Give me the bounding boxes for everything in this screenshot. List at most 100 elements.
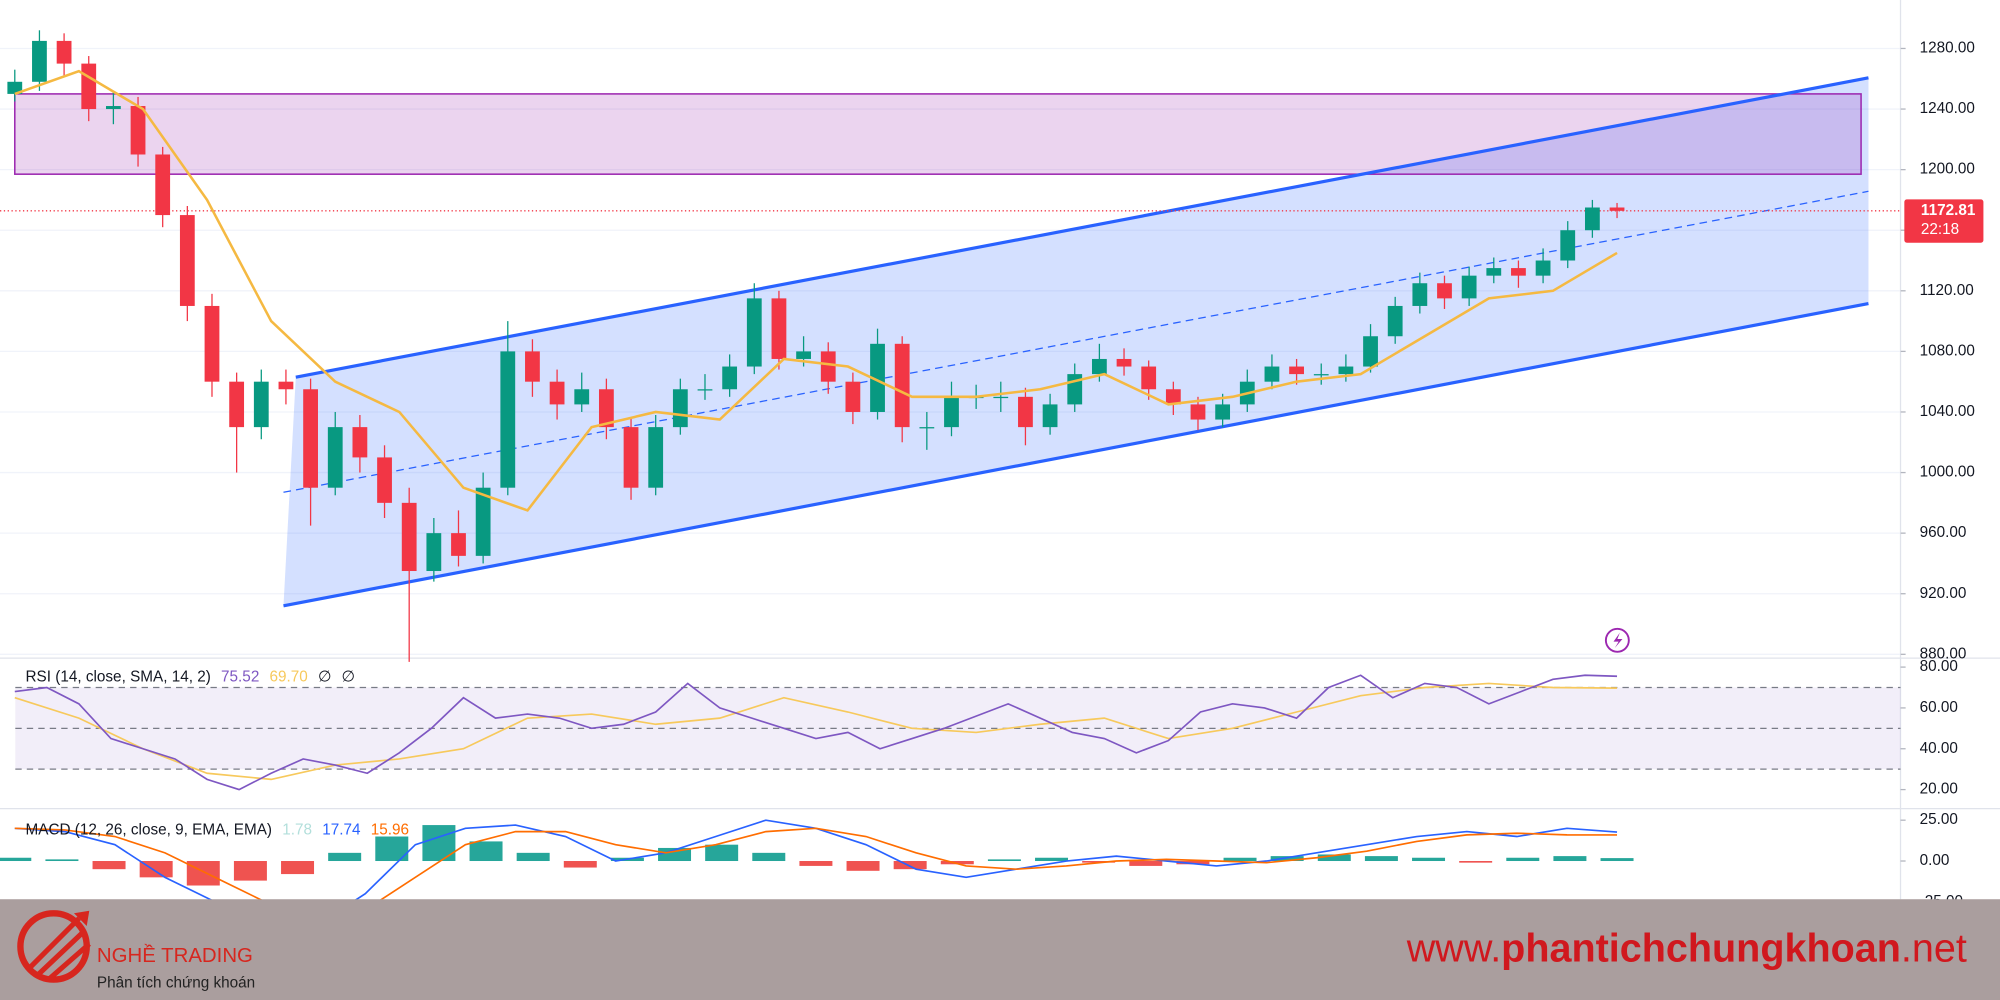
last-price-box xyxy=(1904,199,1984,243)
y-tick-label: 80.00 xyxy=(1920,658,1958,675)
macd-histogram-bar xyxy=(469,841,503,862)
candle-body xyxy=(130,106,146,155)
alert-icon xyxy=(1604,627,1630,653)
legend-text: 17.74 xyxy=(322,821,361,838)
candle-body xyxy=(229,381,245,428)
macd-histogram-bar xyxy=(1129,861,1163,866)
macd-histogram-bar xyxy=(1270,856,1304,862)
candle-body xyxy=(451,533,466,556)
candle-body xyxy=(1511,268,1526,276)
candle-body xyxy=(993,396,1009,399)
macd-histogram-bar xyxy=(1082,861,1116,863)
macd-histogram-bar xyxy=(1412,857,1446,862)
alert-bolt xyxy=(1613,632,1623,648)
macd-histogram-bar xyxy=(1364,856,1398,862)
banner: NGHỀ TRADING Phân tích chứng khoán www.p… xyxy=(0,899,2000,1000)
y-tick-label: 0.00 xyxy=(1920,852,1950,869)
y-tick-label: 920.00 xyxy=(1920,585,1967,602)
macd-histogram-bar xyxy=(516,852,550,862)
macd-histogram-bar xyxy=(1035,857,1069,862)
channel-upper xyxy=(295,76,1869,379)
y-tick-label: 1240.00 xyxy=(1920,100,1975,117)
legend-text: 75.52 xyxy=(221,668,259,685)
moving-average xyxy=(14,69,1618,512)
url-suffix: .net xyxy=(1901,927,1967,971)
legend-text: RSI (14, close, SMA, 14, 2) xyxy=(26,668,211,685)
candle-body xyxy=(648,427,664,488)
y-tick-label: 1000.00 xyxy=(1920,464,1975,481)
candle-body xyxy=(475,487,491,556)
logo-arrowhead xyxy=(73,910,90,927)
macd-histogram-bar xyxy=(563,861,597,868)
candle-body xyxy=(155,154,171,216)
macd-histogram-bar xyxy=(987,859,1021,862)
candle-body xyxy=(894,343,910,428)
candle-body xyxy=(1091,358,1107,375)
supply-zone xyxy=(14,93,1862,175)
candle-body xyxy=(1042,404,1058,428)
candle-body xyxy=(796,351,811,359)
candle-body xyxy=(919,427,935,429)
candle-body xyxy=(1141,366,1157,390)
macd-histogram-bar xyxy=(281,861,315,875)
rsi-line xyxy=(14,682,1618,781)
legend-text: 69.70 xyxy=(270,668,308,685)
candle-body xyxy=(845,381,861,412)
macd-histogram-bar xyxy=(658,847,692,862)
channel-lower xyxy=(283,301,1869,608)
candle-body xyxy=(1584,207,1600,231)
candle-body xyxy=(1190,404,1206,420)
candle-body xyxy=(179,215,195,306)
macd-histogram-bar xyxy=(0,857,32,862)
macd-histogram-bar xyxy=(45,859,79,862)
legend-text: ∅ xyxy=(342,668,355,685)
macd-histogram-bar xyxy=(233,861,267,881)
candle-body xyxy=(1486,268,1502,276)
legend-text: ∅ xyxy=(318,668,331,685)
rsi-line xyxy=(14,674,1618,791)
macd-histogram-bar xyxy=(328,852,362,862)
candle-body xyxy=(401,502,417,572)
candle-body xyxy=(500,351,516,488)
macd-histogram-bar xyxy=(752,852,786,862)
indicator-header: MACD (12, 26, close, 9, EMA, EMA) 1.78 17.… xyxy=(26,821,409,838)
y-tick-label: 960.00 xyxy=(1920,524,1967,541)
channel-middle xyxy=(283,190,1869,493)
macd-histogram-bar xyxy=(799,861,833,866)
logo-arrows xyxy=(26,916,91,982)
macd-histogram-bar xyxy=(1506,857,1540,862)
macd-histogram-bar xyxy=(893,861,927,870)
macd-histogram-bar xyxy=(1317,854,1351,862)
candle-body xyxy=(1313,374,1329,376)
legend-text: MACD (12, 26, close, 9, EMA, EMA) xyxy=(26,821,273,838)
brand: NGHỀ TRADING xyxy=(97,944,253,967)
candle-body xyxy=(549,381,565,405)
candle-body xyxy=(105,106,121,110)
macd-histogram-bar xyxy=(1553,856,1587,862)
candle-body xyxy=(1412,283,1428,306)
y-tick-label: 20.00 xyxy=(1920,781,1958,798)
candle-body xyxy=(1018,396,1033,428)
candle-body xyxy=(574,389,590,405)
candle-body xyxy=(870,343,885,412)
y-tick-label: 25.00 xyxy=(1920,811,1958,828)
candle-body xyxy=(771,298,787,359)
url-main: phantichchungkhoan xyxy=(1501,927,1901,971)
macd-histogram-bar xyxy=(422,825,456,862)
macd-histogram-bar xyxy=(705,844,739,862)
macd-histogram-bar xyxy=(92,861,126,870)
candle-body xyxy=(7,81,23,94)
candle-body xyxy=(1363,336,1378,367)
last-price-label: 1172.81 xyxy=(1921,202,1976,219)
url-prefix: www. xyxy=(1406,927,1501,971)
macd-histogram-bar xyxy=(846,861,880,871)
legend-text: 15.96 xyxy=(371,821,409,838)
macd-histogram-bar xyxy=(1600,858,1634,862)
chart-layer: 880.00 920.00 960.00 1000.00 1040.00 1080.00 1… xyxy=(0,0,2000,928)
candle-body xyxy=(944,396,959,428)
candle-body xyxy=(1560,230,1576,261)
candle-body xyxy=(426,533,442,572)
candle-body xyxy=(352,427,368,458)
